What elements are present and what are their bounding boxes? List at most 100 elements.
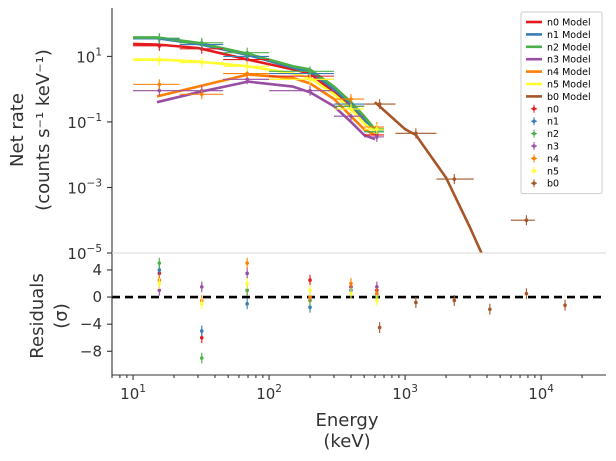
n5-point: [308, 77, 312, 82]
n3-residual-point: [245, 271, 249, 276]
n3-legend-model-label: n3 Model: [547, 55, 591, 66]
n4-point: [157, 82, 162, 87]
n1-residual-point: [157, 268, 162, 272]
n2-point: [157, 36, 162, 40]
residual-axis-label: Residuals: [27, 273, 48, 358]
b0-point: [414, 131, 418, 136]
b0-point: [524, 218, 529, 223]
y-axis-unit: (counts s⁻¹ keV⁻¹): [33, 49, 54, 211]
residuals-panel: [112, 257, 606, 364]
b0-legend-model-label: b0 Model: [547, 92, 591, 103]
n3-point: [157, 88, 162, 93]
n5-point: [349, 107, 353, 111]
n2-point: [199, 41, 204, 45]
n4-point: [199, 92, 204, 97]
x-axis-label: Energy: [315, 410, 378, 431]
n4-legend-model-label: n4 Model: [547, 67, 591, 78]
n1-residual-point: [245, 302, 249, 306]
b0-residual-point: [452, 298, 457, 303]
n1-residual-point: [199, 329, 204, 333]
n5-legend-data-label: n5: [547, 166, 559, 177]
n4-residual-point: [349, 281, 353, 286]
n0-point: [157, 44, 162, 48]
n3-residual-point: [157, 288, 162, 293]
n1-residual-point: [308, 305, 312, 310]
n4-residual-point: [375, 291, 379, 296]
n4-legend-marker: [532, 156, 536, 161]
residual-y-tick-label: −4: [80, 315, 102, 333]
b0-residual-point: [488, 307, 492, 312]
rate-panel: [133, 33, 567, 268]
n4-residual-point: [245, 261, 249, 265]
residual-axis-unit: (σ): [51, 303, 72, 328]
n5-point: [157, 58, 162, 63]
n1-legend-marker: [532, 119, 536, 123]
n4-residual-point: [308, 295, 312, 299]
n5-point: [375, 127, 379, 132]
n2-residual-point: [157, 261, 162, 265]
n2-legend-marker: [532, 131, 536, 136]
b0-point: [563, 264, 567, 268]
n5-point: [245, 64, 249, 69]
n3-residual-point: [199, 285, 204, 289]
n5-residual-point: [375, 298, 379, 303]
b0-point: [452, 177, 457, 181]
n3-legend-marker: [532, 144, 536, 148]
b0-legend-data-label: b0: [547, 179, 559, 190]
n0-legend-model-label: n0 Model: [547, 18, 591, 29]
b0-residual-point: [524, 291, 529, 296]
b0-point: [377, 102, 382, 106]
n2-legend-model-label: n2 Model: [547, 42, 591, 53]
n5-residual-point: [245, 281, 249, 286]
n3-point: [375, 135, 379, 139]
x-tick-label: 102: [256, 383, 282, 403]
n2-residual-point: [199, 356, 204, 360]
b0-legend-marker: [532, 181, 536, 185]
axes: 101 102 103 10410110−110−310−540−4−8Energy(…: [7, 8, 606, 452]
x-tick-label: 103: [392, 383, 418, 403]
n2-point: [308, 69, 312, 74]
n3-point: [349, 114, 353, 118]
n4-point: [245, 71, 249, 76]
b0-residual-point: [563, 303, 567, 307]
b0-model-line: [374, 101, 483, 253]
n2-point: [245, 50, 249, 55]
residual-y-tick-label: 4: [92, 261, 102, 279]
x-tick-label: 101: [120, 383, 146, 403]
n2-legend-data-label: n2: [547, 129, 559, 140]
n1-legend-model-label: n1 Model: [547, 30, 591, 41]
n0-legend-marker: [532, 107, 536, 111]
b0-point: [488, 264, 492, 268]
n1-legend-data-label: n1: [547, 117, 559, 128]
n0-legend-data-label: n0: [547, 104, 559, 115]
n2-residual-point: [245, 288, 249, 293]
y-tick-label: 10−1: [67, 112, 102, 132]
legend-box: [520, 11, 603, 195]
n5-point: [199, 60, 204, 65]
n0-residual-point: [199, 335, 204, 340]
b0-residual-point: [377, 325, 382, 330]
n5-residual-point: [308, 288, 312, 293]
n5-residual-point: [157, 281, 162, 286]
n5-legend-model-label: n5 Model: [547, 80, 591, 91]
b0-residual-point: [414, 300, 418, 305]
n3-point: [245, 77, 249, 82]
n4-point: [349, 97, 353, 101]
n4-legend-data-label: n4: [547, 154, 559, 165]
residual-y-tick-label: 0: [92, 288, 102, 306]
n5-residual-point: [199, 302, 204, 306]
x-axis-unit: (keV): [323, 431, 370, 452]
n5-residual-point: [349, 291, 353, 296]
x-tick-label: 104: [528, 383, 554, 403]
n3-residual-point: [375, 285, 379, 289]
n3-point: [308, 88, 312, 93]
n5-legend-marker: [532, 169, 536, 173]
y-axis-label: Net rate: [7, 93, 28, 167]
n0-residual-point: [308, 278, 312, 282]
n3-legend-data-label: n3: [547, 142, 559, 153]
y-tick-label: 101: [76, 46, 102, 66]
residual-y-tick-label: −8: [80, 342, 102, 360]
y-tick-label: 10−3: [67, 177, 102, 197]
